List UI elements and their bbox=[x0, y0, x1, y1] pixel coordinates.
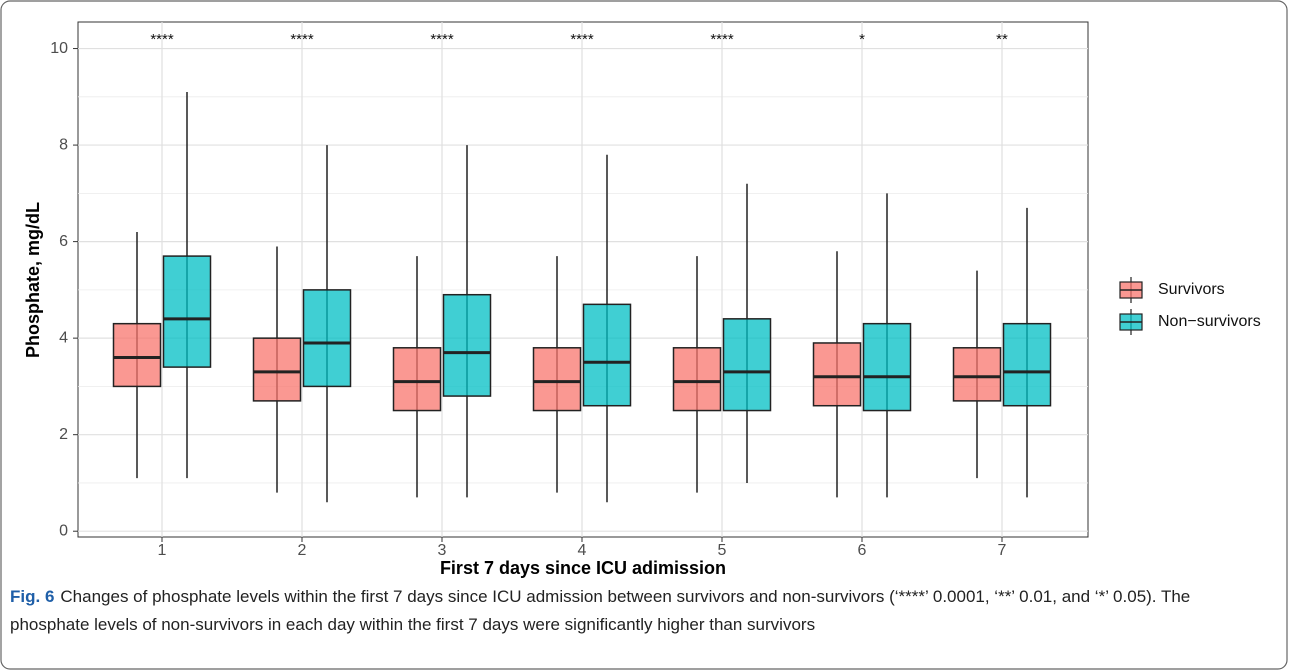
x-tick-label: 5 bbox=[718, 542, 727, 559]
y-tick-label: 2 bbox=[59, 426, 68, 443]
box bbox=[112, 322, 162, 388]
box bbox=[442, 293, 492, 397]
box bbox=[812, 342, 862, 407]
y-tick-label: 6 bbox=[59, 233, 68, 250]
y-tick-label: 4 bbox=[59, 329, 68, 346]
box bbox=[862, 322, 912, 412]
x-tick-label: 4 bbox=[578, 542, 587, 559]
box bbox=[252, 337, 302, 402]
y-tick-label: 8 bbox=[59, 136, 68, 153]
significance-label: * bbox=[859, 31, 865, 48]
box bbox=[392, 347, 442, 412]
box bbox=[582, 303, 632, 407]
x-tick-label: 7 bbox=[998, 542, 1007, 559]
legend-label: Survivors bbox=[1158, 281, 1225, 298]
box bbox=[532, 347, 582, 412]
x-tick-label: 6 bbox=[858, 542, 867, 559]
significance-label: **** bbox=[150, 31, 174, 48]
caption-text: Changes of phosphate levels within the f… bbox=[10, 587, 1191, 634]
x-tick-label: 1 bbox=[158, 542, 167, 559]
significance-label: **** bbox=[710, 31, 734, 48]
significance-label: **** bbox=[290, 31, 314, 48]
y-tick-label: 10 bbox=[50, 40, 68, 57]
caption: Fig. 6 Changes of phosphate levels within… bbox=[10, 583, 1272, 639]
y-tick-label: 0 bbox=[59, 522, 68, 539]
x-tick-label: 3 bbox=[438, 542, 447, 559]
caption-label: Fig. 6 bbox=[10, 587, 55, 606]
box bbox=[722, 318, 772, 412]
legend-label: Non−survivors bbox=[1158, 313, 1261, 330]
significance-label: ** bbox=[996, 31, 1008, 48]
plot-panel bbox=[77, 21, 1089, 538]
significance-label: **** bbox=[570, 31, 594, 48]
box bbox=[952, 347, 1002, 402]
y-axis-title: Phosphate, mg/dL bbox=[23, 202, 43, 358]
box bbox=[672, 347, 722, 412]
x-tick-label: 2 bbox=[298, 542, 307, 559]
box bbox=[162, 255, 212, 368]
box bbox=[1002, 322, 1052, 407]
x-axis-title: First 7 days since ICU adimission bbox=[440, 558, 726, 578]
box bbox=[302, 289, 352, 388]
significance-label: **** bbox=[430, 31, 454, 48]
